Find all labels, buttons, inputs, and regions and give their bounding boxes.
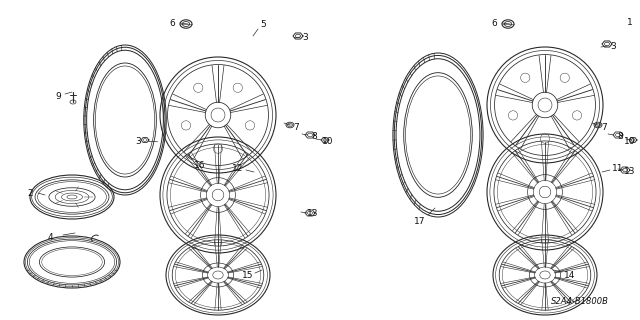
Text: 1: 1 bbox=[627, 18, 633, 27]
Text: 8: 8 bbox=[311, 132, 317, 140]
Text: 8: 8 bbox=[617, 132, 623, 140]
Text: 5: 5 bbox=[260, 20, 266, 28]
Text: 7: 7 bbox=[601, 123, 607, 132]
Text: 17: 17 bbox=[414, 218, 426, 227]
Text: 9: 9 bbox=[55, 92, 61, 100]
Text: 6: 6 bbox=[169, 19, 175, 28]
Text: 3: 3 bbox=[302, 33, 308, 42]
Text: 11: 11 bbox=[612, 164, 624, 172]
Text: 12: 12 bbox=[232, 164, 244, 172]
Text: 14: 14 bbox=[564, 270, 576, 279]
Text: 10: 10 bbox=[323, 137, 333, 146]
Text: 10: 10 bbox=[624, 137, 636, 146]
Text: 4: 4 bbox=[47, 233, 53, 242]
Text: S2A4-B1800B: S2A4-B1800B bbox=[551, 298, 609, 307]
Text: 3: 3 bbox=[135, 137, 141, 146]
Text: 15: 15 bbox=[243, 270, 253, 279]
Text: 2: 2 bbox=[27, 188, 33, 197]
Text: 7: 7 bbox=[293, 123, 299, 132]
Text: 16: 16 bbox=[195, 161, 205, 170]
Text: 6: 6 bbox=[491, 19, 497, 28]
Text: 13: 13 bbox=[624, 166, 636, 175]
Text: 13: 13 bbox=[307, 210, 319, 219]
Text: 3: 3 bbox=[610, 42, 616, 51]
